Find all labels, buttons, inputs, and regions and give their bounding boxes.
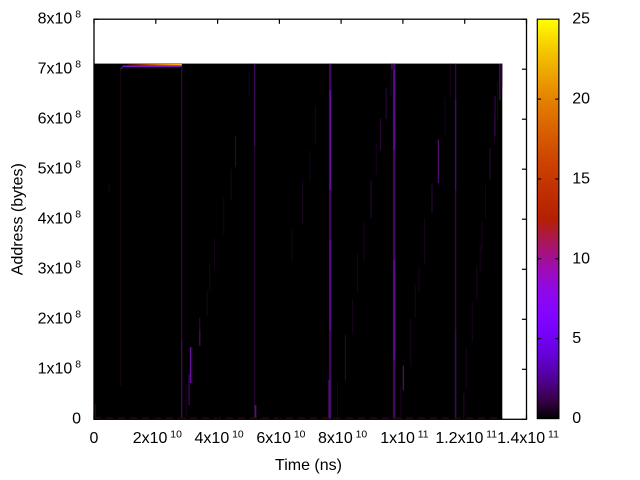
svg-text:25: 25 <box>572 11 590 28</box>
svg-text:20: 20 <box>572 91 590 108</box>
svg-text:0: 0 <box>572 410 581 427</box>
svg-text:1.4x10 11: 1.4x10 11 <box>497 429 559 447</box>
svg-text:5: 5 <box>572 330 581 347</box>
svg-text:0: 0 <box>72 411 81 428</box>
svg-text:5x10 8: 5x10 8 <box>38 160 82 178</box>
svg-text:Time (ns): Time (ns) <box>275 457 342 474</box>
svg-text:7x10 8: 7x10 8 <box>38 60 82 78</box>
svg-text:2x10 8: 2x10 8 <box>38 310 82 328</box>
svg-text:8x10 8: 8x10 8 <box>38 10 82 28</box>
svg-text:10: 10 <box>572 250 590 267</box>
svg-text:3x10 8: 3x10 8 <box>38 260 82 278</box>
svg-text:15: 15 <box>572 171 590 188</box>
svg-text:Address (bytes): Address (bytes) <box>9 163 26 275</box>
svg-text:0: 0 <box>90 430 99 447</box>
svg-text:1x10 8: 1x10 8 <box>38 360 82 378</box>
svg-text:6x10 8: 6x10 8 <box>38 110 82 128</box>
svg-text:4x10 8: 4x10 8 <box>38 210 82 228</box>
svg-text:1.2x10 11: 1.2x10 11 <box>435 429 497 447</box>
